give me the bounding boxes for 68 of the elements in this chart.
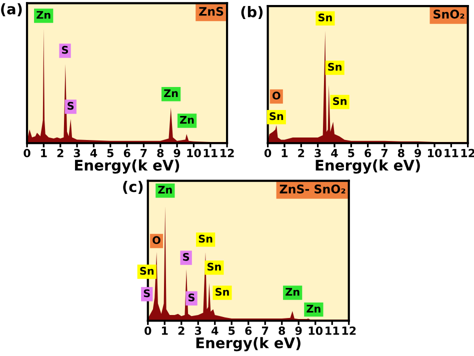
x-tick-label: 9 (174, 148, 180, 158)
annotation: Sn (333, 97, 346, 106)
annotation: S (144, 289, 150, 298)
x-tick-label: 4 (212, 326, 218, 335)
x-tick-label: 10 (187, 148, 201, 158)
x-tick-label: 0 (264, 148, 272, 158)
annotation: O (152, 236, 160, 244)
x-tick-label: 12 (220, 148, 234, 158)
x-tick-label: 3 (195, 326, 202, 335)
annotation: Sn (270, 112, 284, 120)
x-tick-label: 6 (124, 148, 130, 158)
x-tick-label: 2 (298, 148, 304, 158)
x-tick-label: 7 (381, 149, 388, 158)
x-tick-label: 7 (140, 149, 147, 158)
text: ZnS- SnO₂ (280, 184, 346, 194)
x-tick-label: 11 (204, 149, 218, 158)
annotation: Zn (164, 89, 178, 98)
annotation: O (272, 92, 280, 100)
x-tick-label: 8 (278, 326, 286, 335)
annotation: S (68, 102, 74, 110)
annotation: Sn (208, 262, 221, 271)
x-tick-label: 9 (414, 148, 421, 158)
annotation: S (188, 294, 194, 302)
x-tick-label: 5 (228, 326, 235, 335)
x-tick-label: 2 (57, 148, 64, 158)
x-tick-label: 1 (282, 149, 288, 158)
x-tick-label: 10 (428, 148, 442, 158)
x-tick-label: 11 (326, 326, 340, 335)
annotation: Zn (286, 288, 300, 296)
x-tick-label: 5 (348, 149, 354, 158)
annotation: Sn (328, 62, 342, 71)
chart-title: (c) (123, 180, 143, 194)
x-axis-title: Energy(k eV) (196, 337, 300, 352)
x-tick-label: 0 (24, 148, 30, 158)
text: SnO₂ (434, 10, 464, 19)
x-tick-label: 2 (178, 326, 184, 335)
x-tick-label: 11 (444, 149, 458, 158)
x-tick-label: 8 (157, 148, 164, 158)
x-tick-label: 0 (144, 326, 152, 335)
x-tick-label: 1 (162, 326, 168, 335)
annotation: Sn (216, 288, 229, 296)
annotation: S (183, 252, 190, 261)
annotation: Sn (140, 266, 154, 275)
x-tick-label: 9 (295, 326, 302, 335)
x-tick-label: 6 (364, 148, 372, 158)
x-tick-label: 3 (74, 148, 80, 158)
x-tick-label: 10 (308, 326, 323, 335)
x-axis-title: Energy(k eV) (75, 159, 180, 174)
x-axis-title: Energy(k eV) (316, 159, 420, 174)
text: Zn (158, 186, 172, 194)
text: Zn (36, 11, 50, 19)
annotation: Zn (180, 116, 194, 124)
x-tick-label: 4 (90, 149, 98, 158)
x-tick-label: 8 (398, 148, 404, 158)
x-tick-label: 12 (342, 326, 356, 335)
x-tick-label: 7 (262, 326, 268, 335)
x-tick-label: 1 (41, 149, 47, 158)
text: Sn (318, 14, 332, 22)
annotation: Zn (306, 304, 320, 312)
text: ZnS (199, 6, 224, 16)
x-tick-label: 5 (107, 149, 114, 158)
chart-title: (a) (1, 3, 22, 16)
annotation: S (62, 46, 68, 54)
x-tick-label: 6 (245, 326, 252, 335)
annotation: Sn (198, 234, 212, 243)
x-tick-label: 3 (314, 148, 321, 158)
x-tick-label: 4 (331, 149, 338, 158)
chart-title: (b) (241, 6, 263, 20)
